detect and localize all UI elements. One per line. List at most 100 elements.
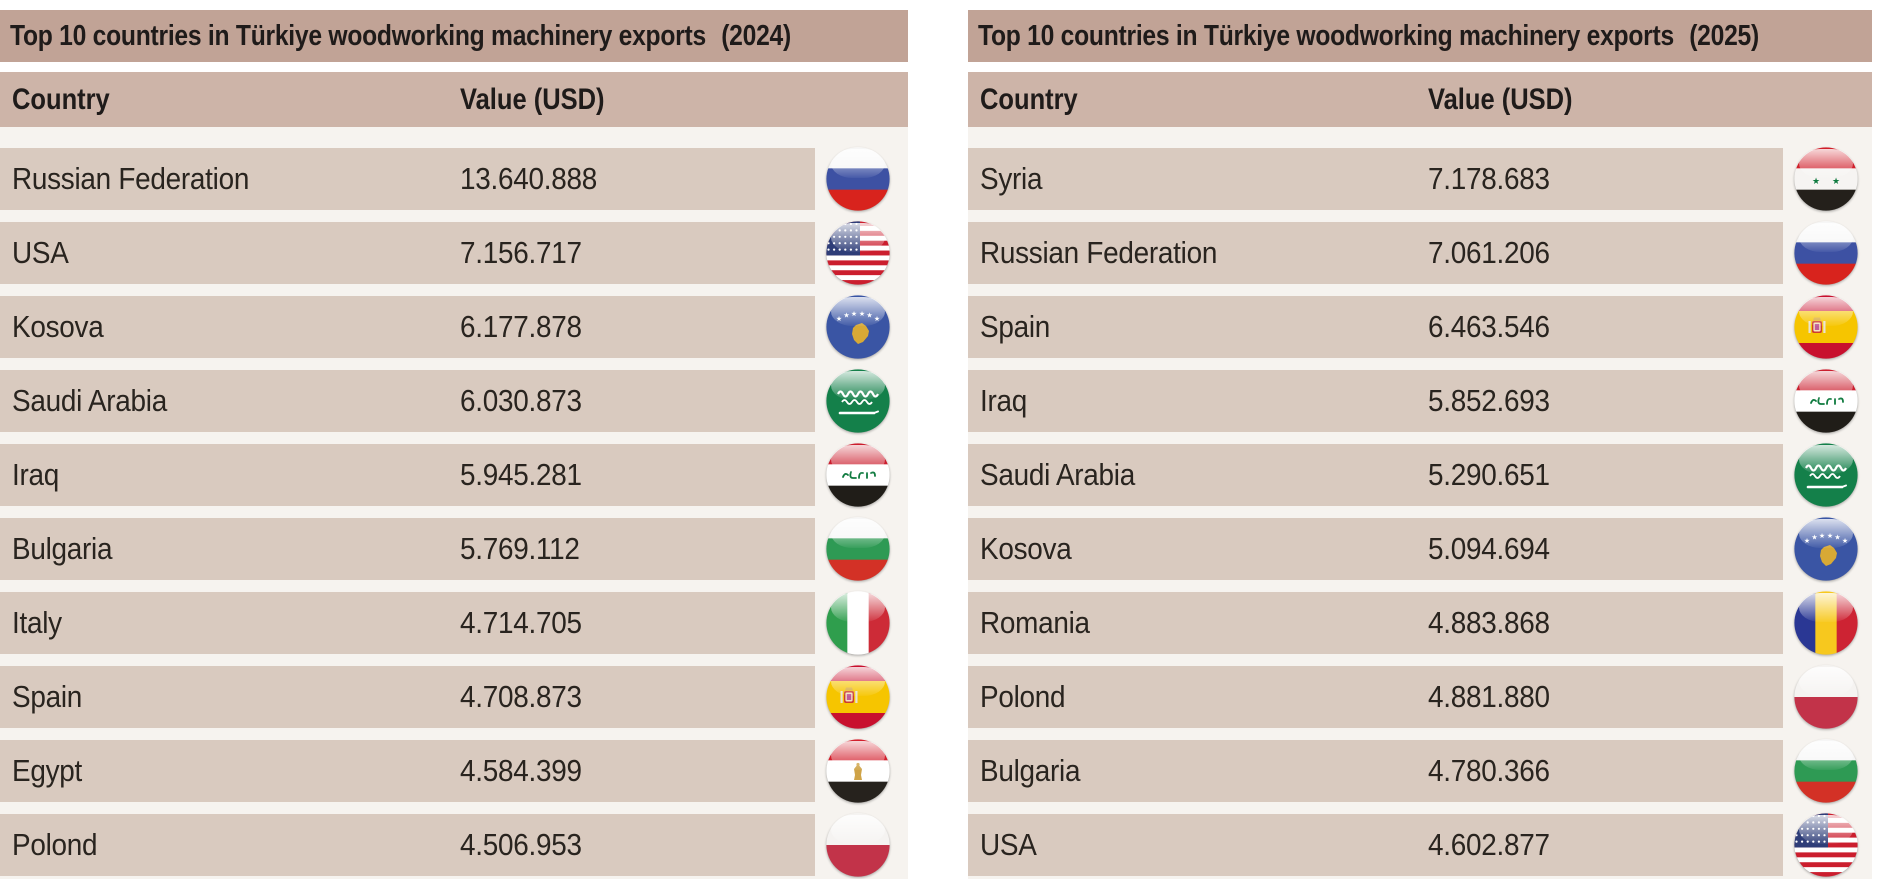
row-band: [968, 444, 1783, 506]
flag-saudi-arabia-icon: [1794, 443, 1858, 507]
country-cell: Kosova: [980, 531, 1072, 566]
country-cell: Polond: [980, 679, 1066, 714]
svg-text:★: ★: [1834, 534, 1840, 542]
country-cell: Romania: [980, 605, 1090, 640]
table-2024: Top 10 countries in Türkiye woodworking …: [0, 0, 908, 879]
flag-usa-icon: [1794, 813, 1858, 877]
table-row: Saudi Arabia 5.290.651: [968, 443, 1872, 507]
svg-text:★: ★: [1827, 532, 1833, 540]
value-cell: 6.030.873: [460, 383, 582, 418]
table-row: Spain 4.708.873: [0, 665, 908, 729]
value-cell: 4.506.953: [460, 827, 582, 862]
table-row: Italy 4.714.705: [0, 591, 908, 655]
row-band: [0, 518, 815, 580]
row-band: [968, 222, 1783, 284]
table-row: Saudi Arabia 6.030.873: [0, 369, 908, 433]
value-cell: 4.883.868: [1428, 605, 1550, 640]
table-row: Iraq 5.852.693: [968, 369, 1872, 433]
value-cell: 6.463.546: [1428, 309, 1550, 344]
svg-text:★: ★: [1842, 537, 1848, 545]
flag-russia-icon: [826, 147, 890, 211]
flag-romania-icon: [1794, 591, 1858, 655]
flag-poland-icon: [1794, 665, 1858, 729]
country-cell: Kosova: [12, 309, 104, 344]
svg-text:★: ★: [843, 312, 849, 320]
column-header-country: Country: [12, 82, 110, 116]
svg-text:★: ★: [1812, 177, 1820, 187]
table-row: USA 4.602.877: [968, 813, 1872, 877]
table-row: Kosova 6.177.878 ★ ★ ★ ★ ★ ★: [0, 295, 908, 359]
rows-container: Syria 7.178.683 ★ ★ Russian Federation 7.061.…: [968, 127, 1872, 879]
table-title-band: Top 10 countries in Türkiye woodworking …: [968, 10, 1872, 62]
table-row: Iraq 5.945.281: [0, 443, 908, 507]
value-cell: 4.780.366: [1428, 753, 1550, 788]
country-cell: Saudi Arabia: [12, 383, 167, 418]
row-band: [968, 814, 1783, 876]
country-cell: Spain: [12, 679, 83, 714]
row-band: [0, 740, 815, 802]
table-row: Russian Federation 13.640.888: [0, 147, 908, 211]
svg-text:★: ★: [1832, 177, 1840, 187]
country-cell: Russian Federation: [12, 161, 250, 196]
column-header-row: Country Value (USD): [968, 72, 1872, 127]
country-cell: Saudi Arabia: [980, 457, 1135, 492]
svg-text:★: ★: [836, 315, 842, 323]
country-cell: Egypt: [12, 753, 83, 788]
flag-kosovo-icon: ★ ★ ★ ★ ★ ★: [826, 295, 890, 359]
row-band: [968, 296, 1783, 358]
value-cell: 4.602.877: [1428, 827, 1550, 862]
row-band: [968, 518, 1783, 580]
flag-kosovo-icon: ★ ★ ★ ★ ★ ★: [1794, 517, 1858, 581]
country-cell: USA: [980, 827, 1037, 862]
table-title: Top 10 countries in Türkiye woodworking …: [978, 20, 1759, 53]
flag-bulgaria-icon: [826, 517, 890, 581]
table-title-text: Top 10 countries in Türkiye woodworking …: [10, 19, 706, 52]
value-cell: 4.881.880: [1428, 679, 1550, 714]
table-title-year: (2024): [721, 19, 791, 52]
country-cell: Bulgaria: [12, 531, 113, 566]
row-band: [0, 222, 815, 284]
value-cell: 6.177.878: [460, 309, 582, 344]
value-cell: 7.156.717: [460, 235, 582, 270]
column-header-value: Value (USD): [460, 82, 605, 116]
flag-spain-icon: [1794, 295, 1858, 359]
flag-egypt-icon: [826, 739, 890, 803]
svg-text:★: ★: [874, 315, 880, 323]
table-row: Egypt 4.584.399: [0, 739, 908, 803]
table-row: USA 7.156.717: [0, 221, 908, 285]
svg-text:★: ★: [851, 310, 857, 318]
table-row: Polond 4.506.953: [0, 813, 908, 877]
svg-text:★: ★: [866, 312, 872, 320]
flag-saudi-arabia-icon: [826, 369, 890, 433]
flag-bulgaria-icon: [1794, 739, 1858, 803]
country-cell: Polond: [12, 827, 98, 862]
row-band: [0, 296, 815, 358]
row-band: [968, 370, 1783, 432]
table-row: Bulgaria 4.780.366: [968, 739, 1872, 803]
table-row: Russian Federation 7.061.206: [968, 221, 1872, 285]
value-cell: 7.061.206: [1428, 235, 1550, 270]
flag-italy-icon: [826, 591, 890, 655]
value-cell: 7.178.683: [1428, 161, 1550, 196]
country-cell: Iraq: [12, 457, 59, 492]
flag-poland-icon: [826, 813, 890, 877]
table-row: Spain 6.463.546: [968, 295, 1872, 359]
column-header-country: Country: [980, 82, 1078, 116]
flag-iraq-icon: [1794, 369, 1858, 433]
svg-text:★: ★: [1804, 537, 1810, 545]
row-band: [0, 814, 815, 876]
value-cell: 4.584.399: [460, 753, 582, 788]
table-2025: Top 10 countries in Türkiye woodworking …: [968, 0, 1872, 879]
row-band: [968, 666, 1783, 728]
row-band: [0, 592, 815, 654]
column-header-value: Value (USD): [1428, 82, 1573, 116]
flag-syria-icon: ★ ★: [1794, 147, 1858, 211]
value-cell: 5.945.281: [460, 457, 582, 492]
svg-text:★: ★: [1819, 532, 1825, 540]
table-title-year: (2025): [1689, 19, 1759, 52]
country-cell: USA: [12, 235, 69, 270]
column-header-row: Country Value (USD): [0, 72, 908, 127]
value-cell: 5.290.651: [1428, 457, 1550, 492]
country-cell: Syria: [980, 161, 1043, 196]
table-title: Top 10 countries in Türkiye woodworking …: [10, 20, 791, 53]
